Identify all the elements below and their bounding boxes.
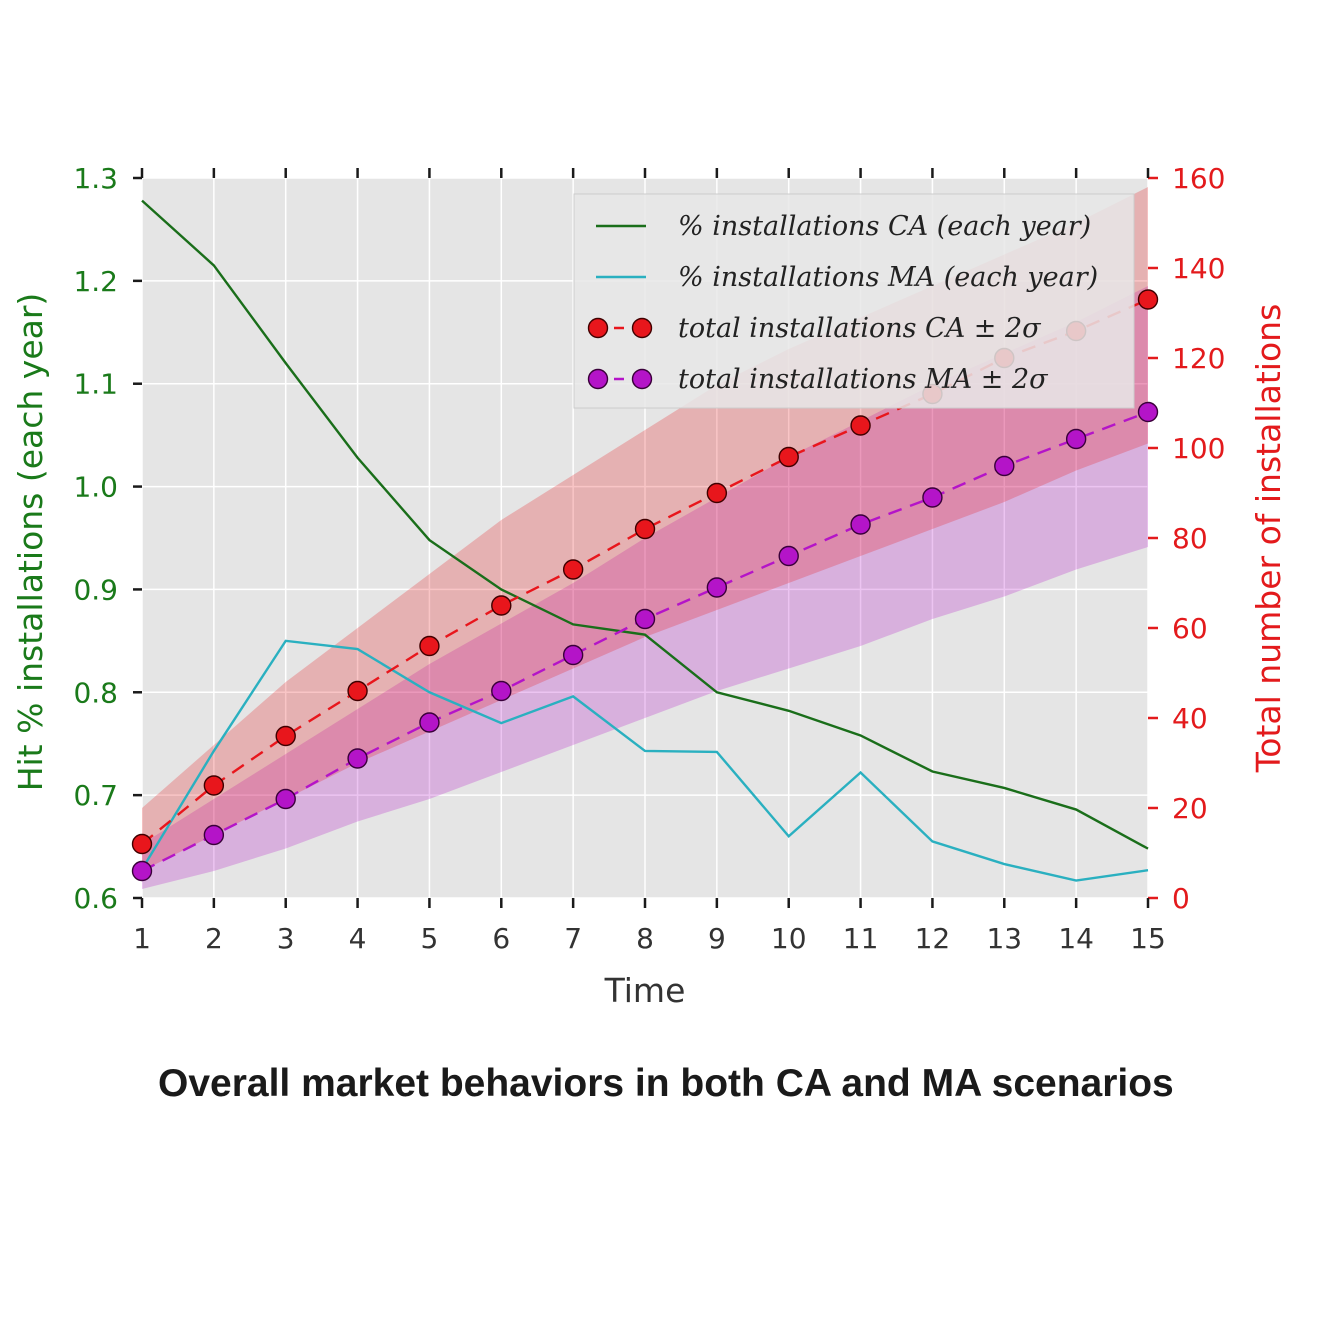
legend-swatch-marker xyxy=(587,368,609,390)
legend-label: % installations CA (each year) xyxy=(678,211,1091,242)
tick-label-left: 1.0 xyxy=(73,471,118,504)
tick-label-left: 0.7 xyxy=(73,779,118,812)
marker-ma-total xyxy=(275,788,296,810)
marker-ca-total xyxy=(1137,289,1159,310)
marker-ca-total xyxy=(562,559,584,580)
marker-ma-total xyxy=(562,644,584,666)
line-ma-pct xyxy=(140,639,1149,882)
tick-label-x: 3 xyxy=(277,922,295,955)
tick-label-x: 13 xyxy=(986,922,1022,955)
legend-label: total installations MA ± 2σ xyxy=(678,364,1049,395)
tick-label-left: 0.9 xyxy=(73,573,118,606)
tick-label-x: 11 xyxy=(843,922,879,955)
legend-box xyxy=(573,193,1135,409)
tick-label-right: 100 xyxy=(1172,432,1225,465)
legend-swatch-marker xyxy=(587,317,609,339)
figure-caption: Overall market behaviors in both CA and … xyxy=(158,1062,1174,1105)
marker-ca-total xyxy=(634,518,656,540)
tick-label-right: 0 xyxy=(1172,882,1190,915)
tick-label-x: 1 xyxy=(133,922,151,955)
marker-ma-total xyxy=(1137,401,1159,423)
tick-label-x: 7 xyxy=(564,922,582,955)
marker-ca-total xyxy=(275,725,296,747)
marker-ma-total xyxy=(634,608,656,630)
marker-ma-total xyxy=(778,545,799,567)
tick-label-x: 4 xyxy=(349,922,367,955)
marker-ma-total xyxy=(419,712,440,733)
series-markers xyxy=(131,289,1159,882)
tick-label-right: 140 xyxy=(1172,252,1225,285)
tick-label-x: 2 xyxy=(205,922,223,955)
marker-ca-total xyxy=(131,833,153,855)
marker-ca-total xyxy=(706,482,728,504)
legend: % installations CA (each year) % installa… xyxy=(573,193,1135,409)
marker-ma-total xyxy=(203,824,225,846)
tick-label-left: 0.8 xyxy=(73,676,118,709)
marker-ma-total xyxy=(347,748,368,769)
tick-label-left: 1.2 xyxy=(73,265,118,298)
tick-label-left: 1.1 xyxy=(73,368,118,401)
tick-label-right: 40 xyxy=(1172,702,1208,735)
legend-label: total installations CA ± 2σ xyxy=(678,313,1042,344)
x-axis-title: Time xyxy=(604,971,686,1010)
marker-ca-total xyxy=(778,446,799,468)
marker-ca-total xyxy=(850,415,871,436)
legend-label: % installations MA (each year) xyxy=(678,262,1098,293)
tick-label-x: 10 xyxy=(771,922,807,955)
marker-ma-total xyxy=(922,487,943,508)
tick-label-x: 5 xyxy=(421,922,439,955)
y-axis-right-title: Total number of installations xyxy=(1249,304,1288,774)
tick-label-right: 20 xyxy=(1172,792,1208,825)
tick-label-x: 8 xyxy=(636,922,654,955)
legend-swatch-marker xyxy=(631,368,653,390)
tick-label-right: 80 xyxy=(1172,522,1208,555)
tick-label-x: 12 xyxy=(915,922,951,955)
axes: 0.6 0.7 0.8 0.9 1.0 1.1 1.2 1.3 0 20 40 60 80 100 120 1… xyxy=(73,162,1225,955)
marker-ca-total xyxy=(347,680,368,702)
y-axis-left-title: Hit % installations (each year) xyxy=(11,293,50,792)
tick-label-left: 1.3 xyxy=(73,162,118,195)
line-ca-pct xyxy=(141,199,1149,850)
tick-label-right: 60 xyxy=(1172,612,1208,645)
band-ma-total xyxy=(142,286,1148,889)
marker-ma-total xyxy=(131,860,153,882)
tick-label-left: 0.6 xyxy=(73,882,118,915)
marker-ma-total xyxy=(706,577,728,598)
marker-ma-total xyxy=(994,455,1015,477)
marker-ca-total xyxy=(203,775,225,796)
marker-ca-total xyxy=(419,635,440,657)
marker-ma-total xyxy=(491,680,512,702)
tick-label-x: 14 xyxy=(1058,922,1094,955)
marker-ma-total xyxy=(1065,428,1087,450)
tick-label-x: 15 xyxy=(1130,922,1166,955)
legend-swatch-marker xyxy=(631,317,653,339)
marker-ma-total xyxy=(850,514,871,535)
tick-label-x: 9 xyxy=(708,922,726,955)
tick-label-x: 6 xyxy=(492,922,510,955)
tick-label-right: 120 xyxy=(1172,342,1225,375)
tick-label-right: 160 xyxy=(1172,162,1225,195)
marker-ca-total xyxy=(491,595,512,616)
